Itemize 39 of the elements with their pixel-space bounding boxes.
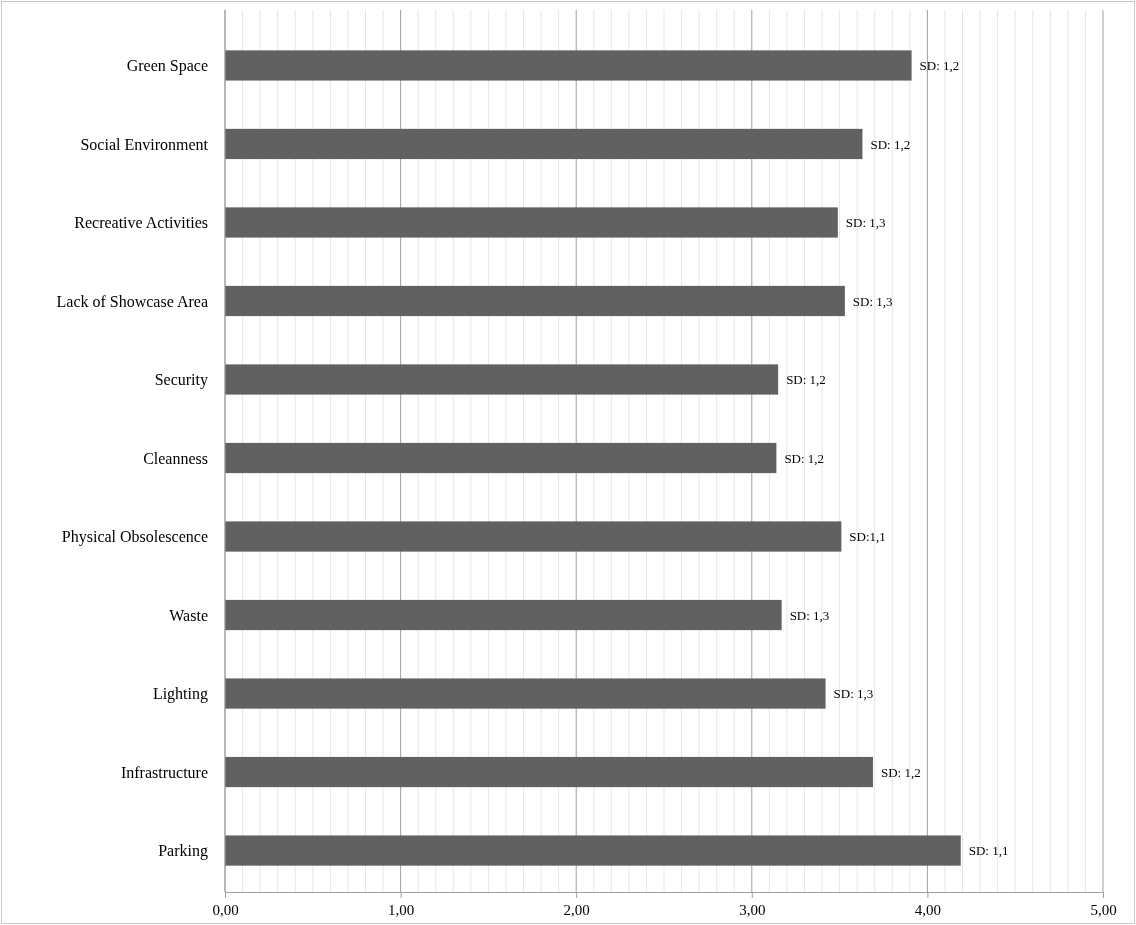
bar [225,285,845,317]
bar [225,521,842,552]
y-tick-label: Lighting [152,685,208,704]
y-tick-label: Lack of Showcase Area [56,292,208,310]
x-tick-label: 2,00 [563,901,590,918]
y-tick-label: Cleanness [143,449,208,467]
annotation: SD: 1,3 [789,607,830,623]
x-tick-label: 3,00 [739,901,766,918]
bar [225,364,779,395]
annotation: SD: 1,1 [968,843,1009,859]
x-tick-label: 4,00 [914,901,942,918]
annotation: SD: 1,3 [852,293,893,309]
annotation: SD: 1,2 [786,372,826,388]
annotation: SD: 1,3 [833,686,874,702]
annotation: SD: 1,2 [880,764,921,780]
x-tick-label: 1,00 [387,901,415,918]
annotation: SD: 1,2 [784,450,825,466]
bar [225,207,838,238]
bar [225,128,863,160]
y-tick-label: Social Environment [80,135,209,153]
bar [225,442,777,474]
y-tick-label: Waste [169,606,208,624]
annotation: SD: 1,2 [919,58,960,73]
y-tick-label: Infrastructure [120,763,208,781]
y-tick-label: Security [154,371,208,390]
x-tick-label: 5,00 [1090,901,1117,918]
y-tick-label: Parking [158,842,208,861]
y-tick-label: Recreative Activities [74,214,208,232]
annotation: SD:1,1 [849,529,886,545]
y-tick-label: Physical Obsolescence [61,528,208,547]
bar [225,835,961,866]
annotation: SD: 1,3 [845,215,886,231]
y-tick-label: Green Space [126,57,208,76]
x-tick-label: 0,00 [212,901,239,918]
bar [225,599,782,631]
bar [225,50,912,81]
bar [225,756,873,788]
bar [225,678,826,709]
annotation: SD: 1,2 [870,136,911,152]
